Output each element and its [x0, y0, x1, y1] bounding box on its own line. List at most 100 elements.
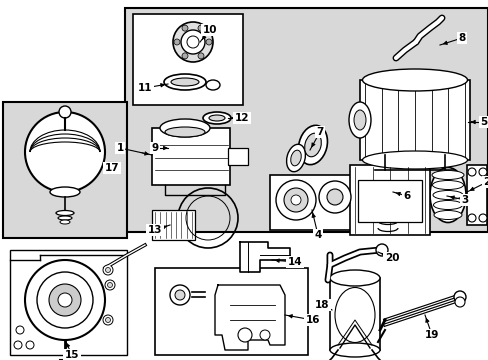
Circle shape [105, 280, 115, 290]
Circle shape [198, 53, 203, 59]
Ellipse shape [205, 80, 220, 90]
Circle shape [467, 168, 475, 176]
Ellipse shape [290, 150, 301, 166]
Text: 17: 17 [104, 163, 119, 173]
Circle shape [478, 168, 486, 176]
Circle shape [26, 341, 34, 349]
Circle shape [290, 195, 301, 205]
Text: 7: 7 [316, 127, 323, 137]
Ellipse shape [58, 216, 72, 220]
Text: 3: 3 [461, 195, 468, 205]
Ellipse shape [171, 78, 199, 86]
Circle shape [175, 290, 184, 300]
Ellipse shape [208, 115, 224, 121]
Ellipse shape [163, 74, 205, 90]
Bar [466, 165, 486, 225]
Text: 11: 11 [138, 83, 152, 93]
Bar [359, 80, 469, 160]
Bar [152, 210, 195, 240]
Circle shape [170, 285, 190, 305]
Circle shape [453, 291, 465, 303]
Bar [133, 14, 243, 105]
Ellipse shape [348, 102, 370, 138]
Ellipse shape [329, 343, 379, 357]
Text: 2: 2 [482, 177, 488, 187]
Circle shape [25, 260, 105, 340]
Bar [357, 180, 421, 222]
Circle shape [181, 30, 204, 54]
Ellipse shape [164, 127, 204, 137]
Ellipse shape [380, 184, 394, 196]
Circle shape [275, 180, 315, 220]
Text: 19: 19 [424, 330, 438, 340]
Text: 12: 12 [234, 113, 249, 123]
Circle shape [478, 214, 486, 222]
Bar [349, 165, 429, 235]
Circle shape [58, 293, 72, 307]
Circle shape [260, 330, 269, 340]
Bar [155, 268, 307, 355]
Circle shape [467, 214, 475, 222]
Ellipse shape [431, 180, 463, 189]
Circle shape [16, 326, 24, 334]
Text: 6: 6 [403, 191, 410, 201]
Circle shape [14, 341, 22, 349]
Text: 4: 4 [314, 230, 321, 240]
Circle shape [198, 25, 203, 31]
Ellipse shape [362, 151, 467, 169]
Ellipse shape [160, 119, 209, 137]
Ellipse shape [286, 144, 305, 172]
Ellipse shape [60, 220, 70, 224]
Ellipse shape [329, 270, 379, 286]
Text: 9: 9 [151, 143, 158, 153]
Circle shape [454, 297, 464, 307]
Circle shape [205, 39, 212, 45]
Circle shape [186, 36, 199, 48]
Ellipse shape [432, 190, 462, 199]
Circle shape [284, 188, 307, 212]
Ellipse shape [362, 69, 467, 91]
Circle shape [107, 283, 112, 288]
Text: 5: 5 [479, 117, 487, 127]
Circle shape [173, 22, 213, 62]
Bar [269, 175, 359, 230]
Text: 14: 14 [287, 257, 302, 267]
Bar [125, 8, 487, 232]
Ellipse shape [433, 201, 462, 210]
Text: 15: 15 [64, 350, 79, 360]
Circle shape [182, 25, 187, 31]
Text: 1: 1 [116, 143, 123, 153]
Ellipse shape [298, 125, 327, 165]
Circle shape [174, 39, 180, 45]
Text: 16: 16 [305, 315, 320, 325]
Bar [3, 102, 127, 238]
Ellipse shape [429, 167, 465, 222]
Ellipse shape [431, 171, 463, 180]
Polygon shape [215, 285, 285, 350]
Text: 10: 10 [203, 25, 217, 35]
Ellipse shape [203, 112, 230, 124]
Circle shape [326, 189, 342, 205]
Ellipse shape [50, 187, 80, 197]
Circle shape [103, 315, 113, 325]
Text: 13: 13 [147, 225, 162, 235]
Ellipse shape [353, 110, 365, 130]
Circle shape [318, 181, 350, 213]
Ellipse shape [374, 179, 400, 201]
Bar [10, 250, 127, 355]
Circle shape [105, 267, 110, 273]
Bar [152, 128, 229, 185]
Circle shape [238, 328, 251, 342]
Text: 18: 18 [314, 300, 328, 310]
Bar [329, 278, 379, 350]
Circle shape [105, 318, 110, 323]
Circle shape [49, 284, 81, 316]
Circle shape [375, 244, 387, 256]
Text: 8: 8 [457, 33, 465, 43]
Ellipse shape [56, 211, 74, 216]
Ellipse shape [334, 288, 374, 342]
Circle shape [37, 272, 93, 328]
Circle shape [59, 106, 71, 118]
Ellipse shape [304, 133, 321, 157]
Bar [227, 148, 247, 165]
